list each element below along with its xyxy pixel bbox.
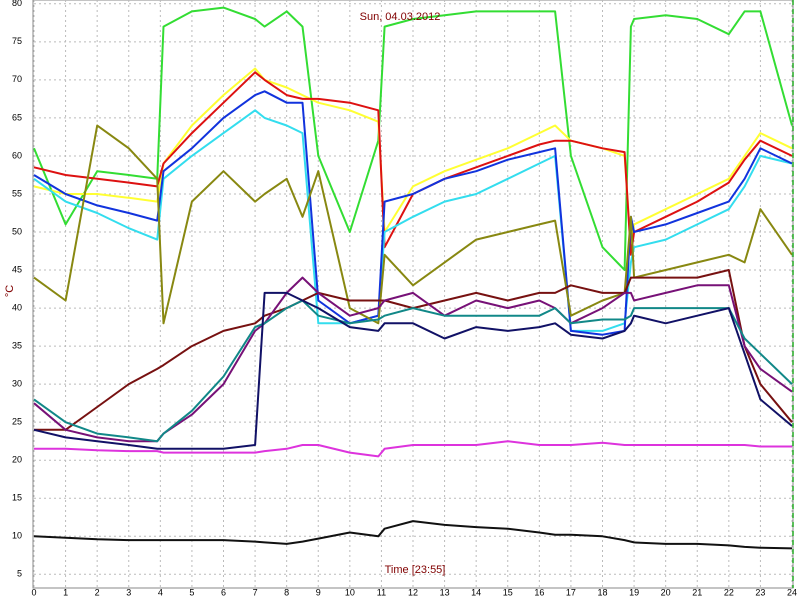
x-tick-label: 19: [629, 587, 639, 597]
y-tick-label: 40: [12, 302, 22, 312]
series-line: [33, 109, 793, 332]
x-tick-label: 0: [31, 587, 36, 597]
x-tick-label: 22: [724, 587, 734, 597]
y-tick-label: 60: [12, 150, 22, 160]
series-line: [33, 291, 793, 450]
y-tick-label: 35: [12, 340, 22, 350]
y-tick-label: 70: [12, 74, 22, 84]
x-tick-label: 13: [440, 587, 450, 597]
x-tick-label: 8: [284, 587, 289, 597]
x-tick-label: 1: [63, 587, 68, 597]
x-tick-label: 3: [126, 587, 131, 597]
x-tick-label: 18: [597, 587, 607, 597]
x-tick-label: 12: [408, 587, 418, 597]
x-tick-label: 24: [787, 587, 797, 597]
x-tick-label: 2: [95, 587, 100, 597]
x-tick-label: 20: [661, 587, 671, 597]
x-tick-label: 4: [158, 587, 163, 597]
series-line: [33, 67, 793, 249]
y-tick-label: 20: [12, 455, 22, 465]
y-tick-label: 65: [12, 112, 22, 122]
x-axis-label: Time [23:55]: [385, 564, 446, 576]
y-tick-label: 45: [12, 264, 22, 274]
x-tick-label: 21: [692, 587, 702, 597]
y-axis-label: °C: [4, 285, 16, 297]
series-line: [33, 124, 793, 325]
y-tick-label: 55: [12, 188, 22, 198]
y-tick-label: 75: [12, 36, 22, 46]
lines: [33, 6, 793, 550]
series-line: [33, 6, 793, 271]
y-tick-label: 80: [12, 0, 22, 8]
series-line: [33, 90, 793, 336]
x-tick-label: 9: [316, 587, 321, 597]
x-tick-label: 7: [253, 587, 258, 597]
x-tick-label: 11: [377, 587, 386, 597]
x-tick-label: 14: [471, 587, 481, 597]
x-tick-label: 23: [755, 587, 765, 597]
x-tick-label: 10: [345, 587, 355, 597]
x-tick-label: 17: [566, 587, 576, 597]
series-line: [33, 299, 793, 443]
y-tick-label: 15: [12, 493, 22, 503]
x-tick-label: 16: [534, 587, 544, 597]
y-tick-label: 50: [12, 226, 22, 236]
y-tick-label: 25: [12, 417, 22, 427]
series-line: [33, 520, 793, 550]
x-tick-label: 6: [221, 587, 226, 597]
y-tick-label: 10: [12, 531, 22, 541]
x-tick-label: 15: [503, 587, 513, 597]
y-tick-label: 5: [17, 569, 22, 579]
series-line: [34, 440, 792, 458]
chart-title: Sun, 04.03.2012: [360, 11, 441, 23]
x-tick-label: 5: [189, 587, 194, 597]
y-tick-label: 30: [12, 379, 22, 389]
